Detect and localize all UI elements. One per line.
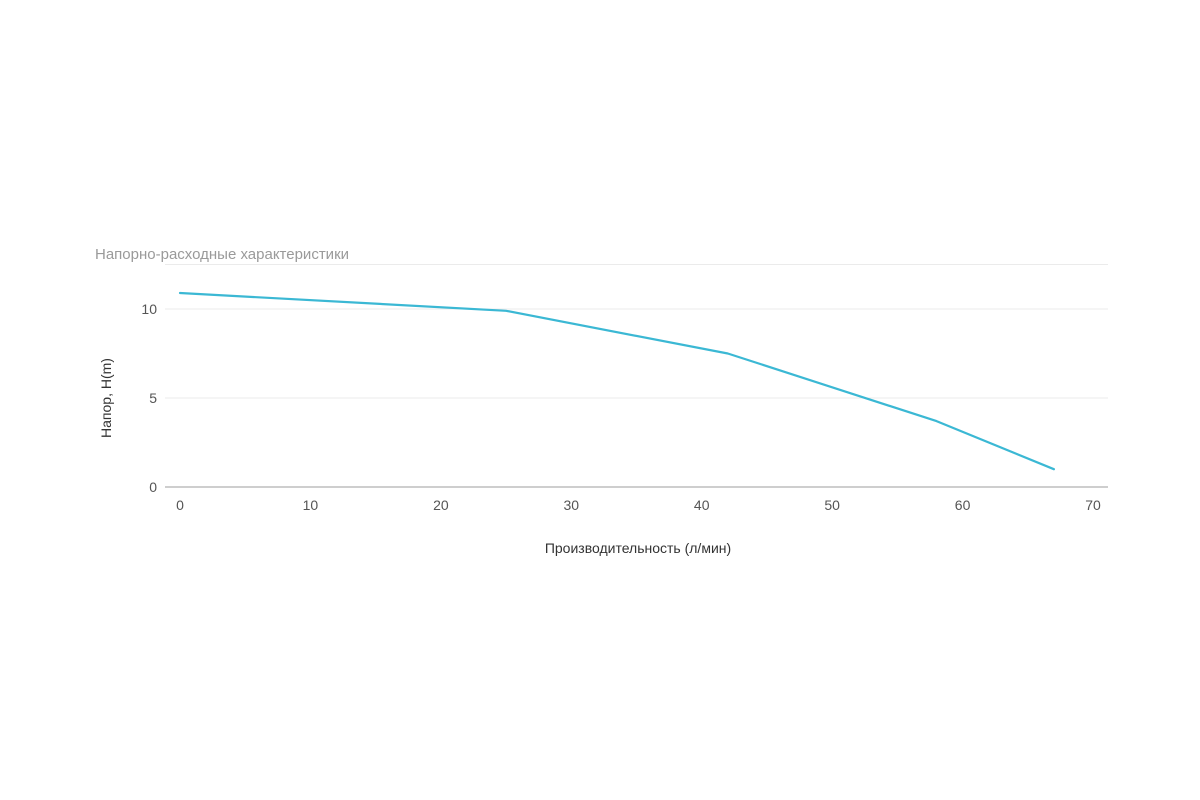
chart-title: Напорно-расходные характеристики bbox=[95, 246, 349, 263]
x-tick-label: 10 bbox=[303, 497, 319, 513]
x-tick-label: 20 bbox=[433, 497, 449, 513]
x-tick-label: 40 bbox=[694, 497, 710, 513]
y-axis-ticks: 0 5 10 bbox=[141, 301, 157, 495]
grid bbox=[165, 264, 1108, 488]
x-tick-label: 60 bbox=[955, 497, 971, 513]
series-group bbox=[178, 291, 1056, 471]
y-tick-label: 10 bbox=[141, 301, 157, 317]
x-tick-label: 70 bbox=[1085, 497, 1101, 513]
y-tick-label: 5 bbox=[149, 390, 157, 406]
x-tick-label: 50 bbox=[824, 497, 840, 513]
y-axis-label: Напор, H(m) bbox=[98, 358, 114, 438]
series-line bbox=[178, 291, 1056, 471]
x-axis-label: Производительность (л/мин) bbox=[545, 540, 731, 556]
x-tick-label: 30 bbox=[563, 497, 579, 513]
y-tick-label: 0 bbox=[149, 479, 157, 495]
x-tick-label: 0 bbox=[176, 497, 184, 513]
x-axis-ticks: 0 10 20 30 40 50 60 70 bbox=[176, 497, 1101, 513]
